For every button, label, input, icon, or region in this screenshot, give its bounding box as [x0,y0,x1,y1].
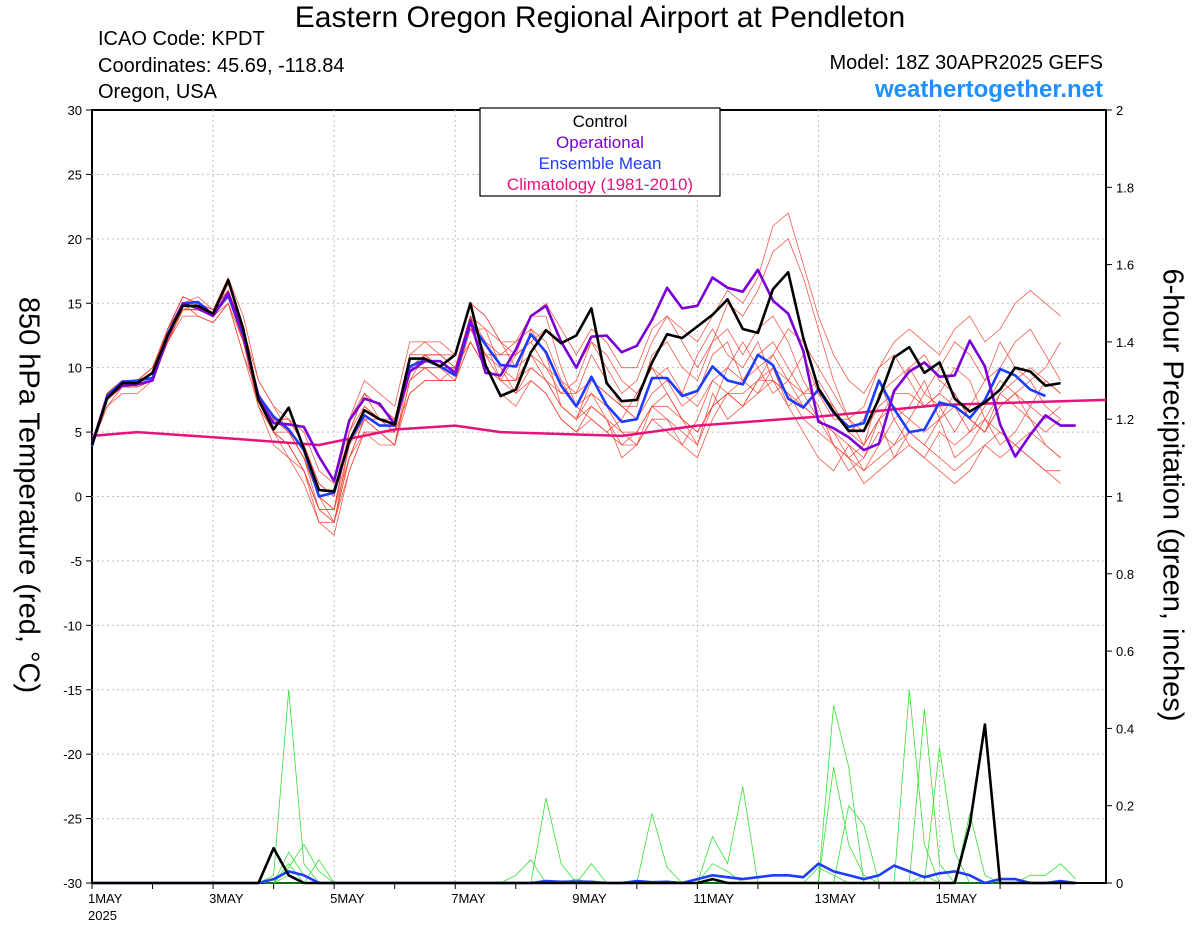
page-title: Eastern Oregon Regional Airport at Pendl… [294,1,906,34]
y2-tick-label: 1.4 [1116,335,1134,350]
y-tick-label: -15 [63,683,82,698]
y2-tick-label: 1.2 [1116,412,1134,427]
region: Oregon, USA [98,81,217,103]
member-precip-line [92,747,1076,884]
y2-tick-label: 0 [1116,876,1123,891]
x-tick-sublabel: 2025 [88,908,117,923]
x-tick-label: 9MAY [572,891,607,906]
member-temp-line [91,238,1061,510]
x-tick-label: 15MAY [936,891,978,906]
member-temp-line [91,295,1061,510]
member-precip-line [92,689,1076,884]
coordinates: Coordinates: 45.69, -118.84 [98,55,345,77]
y-tick-label: -10 [63,618,82,633]
y2-tick-label: 1 [1116,490,1123,505]
y2-tick-label: 1.6 [1116,258,1134,273]
y-tick-label: -20 [63,747,82,762]
y2-tick-label: 0.4 [1116,721,1134,736]
x-tick-label: 7MAY [451,891,486,906]
member-precip-line [92,705,1076,884]
legend-entry: Climatology (1981-2010) [507,175,693,194]
y2-tick-label: 0.2 [1116,799,1134,814]
y-tick-label: 10 [68,361,82,376]
x-tick-label: 1MAY [88,891,123,906]
site-link[interactable]: weathertogether.net [874,76,1103,103]
y2-tick-label: 0.8 [1116,567,1134,582]
member-temp-line [91,302,1061,498]
member-temp-line [91,212,1061,498]
y2-tick-label: 2 [1116,103,1123,118]
y-tick-label: 30 [68,103,82,118]
x-tick-label: 5MAY [330,891,365,906]
icao-code: ICAO Code: KPDT [98,28,265,50]
control-precip-line [92,723,1076,885]
x-tick-label: 11MAY [693,891,734,906]
y-tick-label: 0 [75,490,82,505]
y2-tick-label: 0.6 [1116,644,1134,659]
x-tick-label: 13MAY [814,891,856,906]
model-run: Model: 18Z 30APR2025 GEFS [829,52,1103,74]
member-precip-line [92,709,1076,884]
y2-tick-label: 1.8 [1116,180,1134,195]
legend-entry: Ensemble Mean [539,154,662,173]
operational-line [90,268,1076,483]
member-temp-line [91,302,1061,523]
y-tick-label: -25 [63,812,82,827]
member-temp-line [91,296,1061,511]
x-tick-label: 3MAY [209,891,244,906]
y-tick-label: -30 [63,876,82,891]
y-tick-label: 5 [75,425,82,440]
member-precip-line [92,766,1076,884]
y-tick-label: -5 [70,554,82,569]
climatology-line [91,398,1107,447]
member-precip-line [92,804,1076,884]
legend-entry: Operational [556,133,644,152]
y-tick-label: 15 [68,296,82,311]
legend-entry: Control [573,112,628,131]
legend-box [479,107,721,197]
y-tick-label: 25 [68,167,82,182]
control-line [90,271,1061,493]
y-tick-label: 20 [68,232,82,247]
